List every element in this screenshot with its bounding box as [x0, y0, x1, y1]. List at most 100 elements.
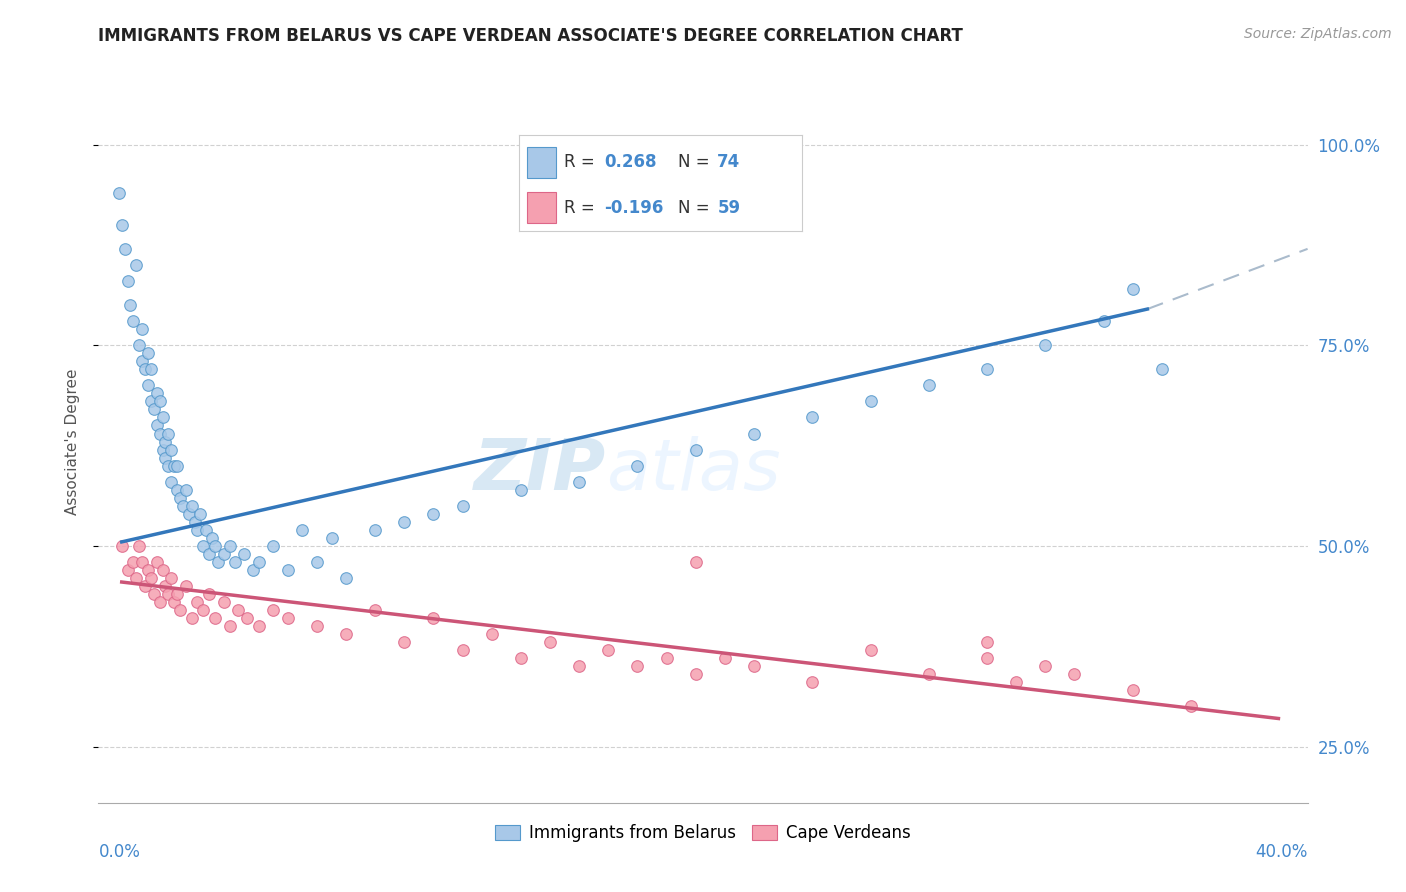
Point — [481, 627, 503, 641]
Point — [166, 458, 188, 473]
Point — [198, 587, 221, 601]
Point — [714, 651, 737, 665]
Point — [157, 458, 180, 473]
Point — [262, 539, 284, 553]
Point — [291, 523, 314, 537]
Point — [305, 555, 328, 569]
Point — [131, 322, 153, 336]
Point — [422, 611, 444, 625]
Y-axis label: Associate's Degree: Associate's Degree — [65, 368, 80, 515]
Point — [226, 603, 249, 617]
Point — [145, 418, 167, 433]
Point — [801, 675, 824, 690]
Point — [247, 619, 270, 633]
Point — [1033, 338, 1056, 352]
Point — [451, 499, 474, 513]
Point — [136, 563, 159, 577]
Point — [626, 458, 648, 473]
Point — [139, 571, 162, 585]
Point — [568, 659, 591, 673]
Point — [364, 523, 387, 537]
Point — [742, 426, 765, 441]
Point — [163, 595, 186, 609]
Point — [1122, 282, 1144, 296]
Point — [166, 587, 188, 601]
Point — [204, 539, 226, 553]
Point — [394, 635, 416, 649]
Text: IMMIGRANTS FROM BELARUS VS CAPE VERDEAN ASSOCIATE'S DEGREE CORRELATION CHART: IMMIGRANTS FROM BELARUS VS CAPE VERDEAN … — [98, 27, 963, 45]
Point — [451, 643, 474, 657]
Point — [169, 603, 191, 617]
Point — [335, 571, 357, 585]
Point — [155, 434, 177, 449]
Point — [859, 643, 882, 657]
Point — [111, 539, 134, 553]
Point — [174, 579, 197, 593]
Point — [157, 587, 180, 601]
Point — [247, 555, 270, 569]
Point — [125, 258, 148, 272]
Point — [626, 659, 648, 673]
Point — [160, 571, 183, 585]
Point — [685, 442, 707, 457]
Text: Source: ZipAtlas.com: Source: ZipAtlas.com — [1244, 27, 1392, 41]
Legend: Immigrants from Belarus, Cape Verdeans: Immigrants from Belarus, Cape Verdeans — [489, 817, 917, 848]
Point — [172, 499, 194, 513]
Point — [598, 643, 620, 657]
Point — [155, 579, 177, 593]
Bar — [527, 192, 555, 223]
Point — [1033, 659, 1056, 673]
Point — [177, 507, 200, 521]
Point — [201, 531, 224, 545]
Point — [305, 619, 328, 633]
Point — [180, 499, 202, 513]
Point — [233, 547, 256, 561]
Point — [183, 515, 205, 529]
Point — [218, 539, 240, 553]
Point — [163, 458, 186, 473]
Point — [198, 547, 221, 561]
Point — [122, 314, 145, 328]
Point — [685, 555, 707, 569]
Point — [142, 587, 165, 601]
Point — [195, 523, 218, 537]
Point — [335, 627, 357, 641]
Point — [134, 579, 156, 593]
Point — [655, 651, 678, 665]
Point — [422, 507, 444, 521]
Point — [394, 515, 416, 529]
Point — [152, 410, 174, 425]
Point — [149, 394, 172, 409]
Point — [160, 475, 183, 489]
Point — [131, 555, 153, 569]
Point — [174, 483, 197, 497]
Point — [568, 475, 591, 489]
Point — [1180, 699, 1202, 714]
Point — [509, 483, 531, 497]
Point — [1092, 314, 1115, 328]
Point — [117, 563, 139, 577]
Text: 40.0%: 40.0% — [1256, 843, 1308, 861]
Point — [918, 667, 941, 681]
Point — [145, 555, 167, 569]
Text: atlas: atlas — [606, 436, 780, 505]
Text: 0.268: 0.268 — [605, 153, 657, 171]
Point — [193, 539, 215, 553]
Text: N =: N = — [678, 153, 714, 171]
Point — [364, 603, 387, 617]
Point — [190, 507, 212, 521]
Point — [152, 563, 174, 577]
Point — [180, 611, 202, 625]
Point — [742, 659, 765, 673]
Point — [1122, 683, 1144, 698]
Point — [262, 603, 284, 617]
Point — [224, 555, 246, 569]
Point — [918, 378, 941, 392]
Text: N =: N = — [678, 199, 714, 217]
Point — [218, 619, 240, 633]
Point — [145, 386, 167, 401]
Text: -0.196: -0.196 — [605, 199, 664, 217]
Point — [149, 595, 172, 609]
Point — [236, 611, 259, 625]
Point — [128, 539, 150, 553]
